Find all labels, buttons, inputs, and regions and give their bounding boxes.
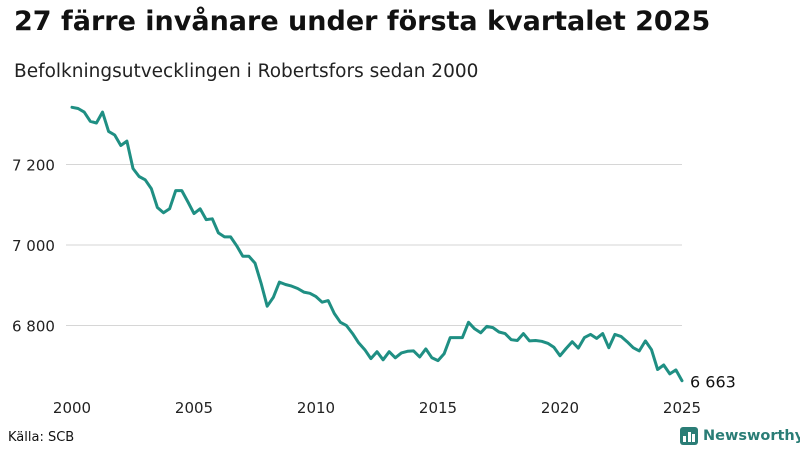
x-tick-label: 2000 — [53, 399, 91, 417]
x-tick-label: 2010 — [297, 399, 335, 417]
x-tick-label: 2005 — [175, 399, 213, 417]
brand-name: Newsworthy — [703, 428, 800, 444]
line-chart: 6 8007 0007 2002000 2005 2010 2015 2020 2025 … — [0, 0, 800, 450]
axis-labels: 6 800 7 000 7 200 2000 2005 2010 2015 2020 2025 — [12, 156, 701, 417]
series-line-befolkning — [72, 107, 682, 380]
gridlines — [66, 164, 682, 325]
x-tick-label: 2020 — [541, 399, 579, 417]
bar-chart-icon — [680, 427, 698, 445]
y-tick-label: 6 800 — [12, 318, 55, 336]
end-value-label: 6 663 — [690, 373, 736, 392]
y-tick-label: 7 000 — [12, 237, 55, 255]
x-tick-label: 2015 — [419, 399, 457, 417]
brand-logo: Newsworthy — [680, 427, 800, 445]
source-note: Källa: SCB — [8, 430, 74, 445]
x-tick-label: 2025 — [663, 399, 701, 417]
y-tick-label: 7 200 — [12, 156, 55, 174]
series-layer: 6 663 — [72, 107, 736, 391]
